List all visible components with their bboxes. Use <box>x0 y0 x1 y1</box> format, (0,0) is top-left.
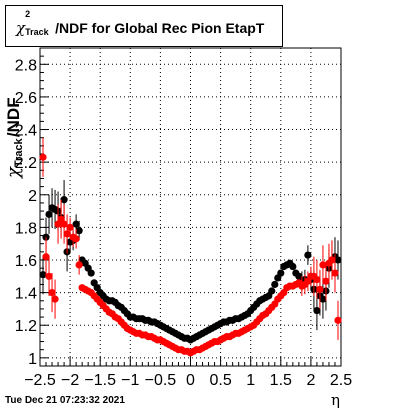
series-red-point <box>57 199 65 239</box>
series-red-point <box>51 279 59 319</box>
series-black-point <box>39 255 47 295</box>
series-red-point <box>63 214 71 254</box>
ylabel-chi-symbol: χ <box>3 167 24 178</box>
x-tick-label: 1.5 <box>270 372 292 389</box>
tick-labels: −2.5 −2 −1.5 −1 −0.5 0 0.5 1 1.5 2 2.5 1 1.2 1.4 1.6 1.… <box>15 57 352 389</box>
series-black-point <box>45 194 53 234</box>
ylabel-superscript: 2 <box>0 162 2 168</box>
series-red-point <box>334 300 342 340</box>
series-red-point <box>313 260 321 300</box>
y-tick-label: 2.4 <box>15 123 37 140</box>
series-red-point <box>75 255 83 275</box>
chart-title: χ 2 Track/NDF for Global Rec Pion EtapT <box>16 9 265 37</box>
timestamp: Tue Dec 21 07:23:32 2021 <box>5 395 125 406</box>
y-tick-label: 1 <box>28 351 37 368</box>
x-tick-label: −0.5 <box>145 372 177 389</box>
series-black-point <box>289 262 297 271</box>
grid-lines <box>40 48 341 366</box>
y-tick-label: 1.6 <box>15 253 37 270</box>
y-tick-label: 2.2 <box>15 155 37 172</box>
series-red-point <box>48 273 56 313</box>
series-red-point <box>39 137 47 177</box>
series-black-point <box>75 220 83 241</box>
data-points <box>39 137 342 357</box>
y-axis-label: χ2 Track/NDF <box>0 97 25 178</box>
ylabel-rest: /NDF <box>4 97 23 138</box>
plot-frame <box>39 47 342 367</box>
x-tick-label: 2.5 <box>330 372 352 389</box>
ylabel-subscript: Track <box>13 138 25 168</box>
series-black-point <box>268 287 276 295</box>
axes <box>39 47 342 367</box>
title-rest: /NDF for Global Rec Pion EtapT <box>55 20 265 36</box>
series-red-point <box>45 256 53 296</box>
series-red-point <box>319 245 327 285</box>
y-tick-label: 1.4 <box>15 286 37 303</box>
x-tick-label: 0 <box>186 372 195 389</box>
title-subscript: Track <box>25 27 49 37</box>
chart-title-box: χ 2 Track/NDF for Global Rec Pion EtapT <box>5 5 283 47</box>
series-black-point <box>87 269 95 277</box>
title-superscript: 2 <box>25 9 31 19</box>
series-red-point <box>316 269 324 309</box>
title-chi-symbol: χ <box>16 19 26 37</box>
series-black-point <box>304 245 312 265</box>
series-red-point <box>72 229 80 249</box>
series-black-point <box>271 280 279 289</box>
series-red-point <box>322 261 330 301</box>
y-tick-label: 2 <box>28 188 37 205</box>
x-tick-label: 1 <box>246 372 255 389</box>
y-tick-label: 1.2 <box>15 318 37 335</box>
series-red-point <box>42 237 50 277</box>
y-tick-label: 2.6 <box>15 90 37 107</box>
x-tick-label: −2 <box>61 372 79 389</box>
series-black-point <box>277 269 285 277</box>
x-axis-label: η <box>331 391 340 409</box>
y-tick-label: 1.8 <box>15 220 37 237</box>
y-tick-label: 2.8 <box>15 57 37 74</box>
x-tick-label: −2.5 <box>24 372 56 389</box>
series-red-point <box>66 217 74 238</box>
series-red-point <box>331 253 339 293</box>
series-red-point <box>60 204 68 244</box>
tick-marks <box>39 47 342 366</box>
x-tick-label: 0.5 <box>209 372 231 389</box>
series-red-point <box>54 204 62 244</box>
x-tick-label: 2 <box>306 372 315 389</box>
series-black-point <box>319 279 327 319</box>
x-tick-label: −1 <box>121 372 139 389</box>
x-tick-label: −1.5 <box>84 372 116 389</box>
